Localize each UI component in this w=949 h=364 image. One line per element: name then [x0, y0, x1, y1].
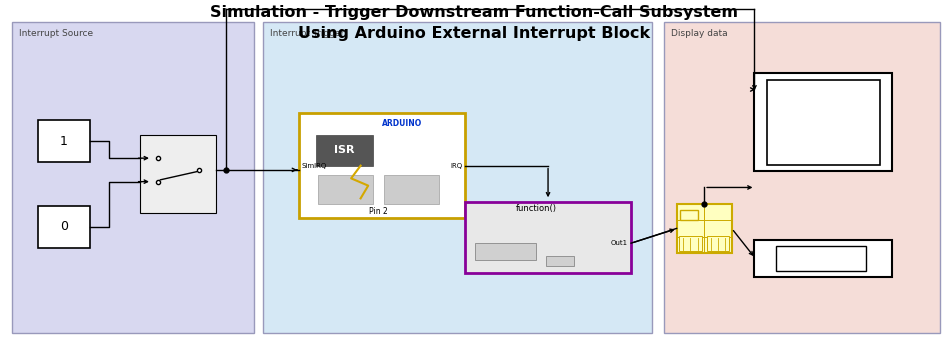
Bar	[299, 113, 465, 218]
Bar	[754, 73, 892, 171]
Bar	[474, 243, 536, 260]
Bar	[316, 135, 373, 166]
Bar	[776, 246, 866, 271]
Bar	[754, 240, 892, 277]
Bar	[384, 175, 439, 204]
Text: Interrupt Trigger: Interrupt Trigger	[270, 29, 344, 38]
Text: Display data: Display data	[671, 29, 728, 38]
Text: ISR: ISR	[334, 145, 355, 155]
Text: SimIRQ: SimIRQ	[302, 163, 327, 169]
Bar	[679, 237, 701, 251]
Bar	[465, 202, 631, 273]
Bar	[677, 204, 732, 253]
Bar	[767, 80, 880, 165]
Text: 1: 1	[60, 135, 68, 147]
Text: ARDUINO: ARDUINO	[381, 119, 422, 128]
Bar	[318, 175, 373, 204]
Text: IRQ: IRQ	[450, 163, 462, 169]
Bar	[707, 237, 729, 251]
Text: Interrupt Source: Interrupt Source	[19, 29, 93, 38]
Bar	[38, 206, 90, 248]
Text: Pin 2: Pin 2	[369, 207, 388, 216]
Bar	[12, 22, 254, 333]
Bar	[263, 22, 652, 333]
Bar	[664, 22, 940, 333]
Text: Simulation - Trigger Downstream Function-Call Subsystem
Using Arduino External I: Simulation - Trigger Downstream Function…	[211, 5, 738, 41]
Bar	[680, 210, 698, 219]
Text: Out1: Out1	[611, 240, 628, 246]
Bar	[546, 256, 574, 266]
Bar	[38, 120, 90, 162]
Text: 0: 0	[60, 220, 68, 233]
Text: function(): function()	[516, 204, 557, 213]
Bar	[140, 135, 216, 213]
